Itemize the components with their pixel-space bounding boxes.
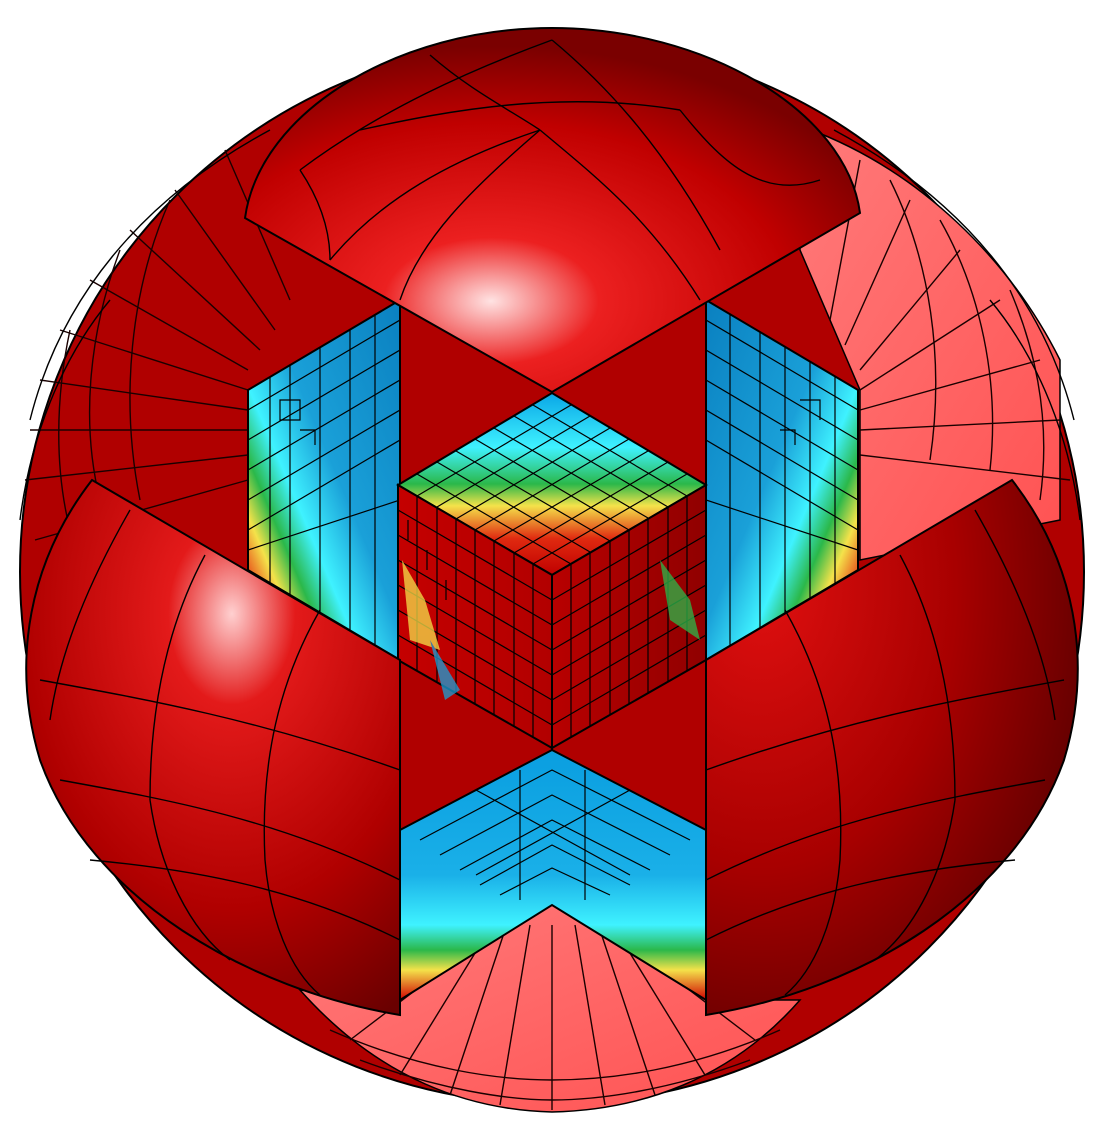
cross-section-bottom	[399, 748, 707, 1002]
shell-cap-top	[243, 26, 862, 394]
center-cube	[396, 391, 708, 750]
cross-section-left	[247, 298, 401, 662]
shell-cap-left	[25, 478, 401, 1017]
back-shell-mesh-right	[829, 159, 1071, 501]
back-shell-mesh-bottom	[329, 924, 781, 1110]
back-shell-mesh-left	[24, 149, 291, 541]
shell-rim-upper-left	[19, 129, 1081, 521]
shell-cap-right	[705, 478, 1079, 1017]
